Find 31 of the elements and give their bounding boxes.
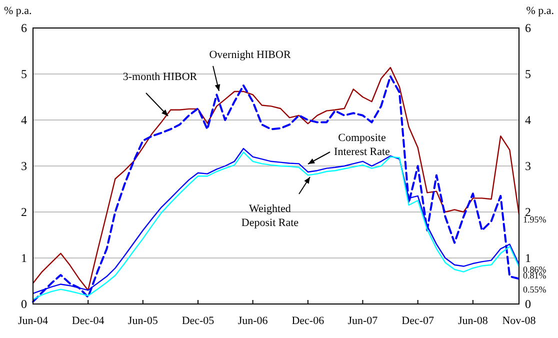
- y2-tick-label: 1: [525, 251, 531, 265]
- x-tick-label: Dec-07: [402, 315, 435, 327]
- y-tick-label: 2: [21, 205, 27, 219]
- y2-tick-label: 6: [525, 21, 531, 35]
- x-tick-label: Jun-08: [458, 315, 488, 327]
- y-tick-label: 0: [21, 297, 27, 311]
- x-tick-label: Nov-08: [502, 315, 536, 327]
- y-tick-label: 6: [21, 21, 27, 35]
- y2-tick-label: 4: [525, 113, 531, 127]
- y-tick-label: 5: [21, 67, 27, 81]
- series-label: Composite Interest Rate: [334, 132, 390, 158]
- text: Overnight HIBOR: [209, 49, 292, 61]
- x-tick-label: Jun-04: [18, 315, 48, 327]
- y-axis-title: % p.a.: [4, 5, 32, 17]
- text: Weighted Deposit Rate: [241, 203, 299, 229]
- x-tick-label: Jun-07: [348, 315, 378, 327]
- annotation: 0.55%: [523, 284, 547, 295]
- text: 3-month HIBOR: [122, 71, 198, 83]
- x-tick-label: Jun-06: [238, 315, 268, 327]
- y2-axis-title: % p.a.: [526, 5, 554, 17]
- y-tick-label: 3: [21, 159, 27, 173]
- y-tick-label: 1: [21, 251, 27, 265]
- y2-tick-label: 0: [525, 297, 531, 311]
- x-tick-label: Dec-05: [182, 315, 215, 327]
- x-tick-label: Dec-04: [72, 315, 105, 327]
- annotation: 0.86%: [523, 264, 547, 274]
- x-tick-label: Dec-06: [292, 315, 325, 327]
- y2-tick-label: 5: [525, 67, 531, 81]
- y2-tick-label: 3: [525, 159, 531, 173]
- y-tick-label: 4: [21, 113, 27, 127]
- x-tick-label: Jun-05: [128, 315, 158, 327]
